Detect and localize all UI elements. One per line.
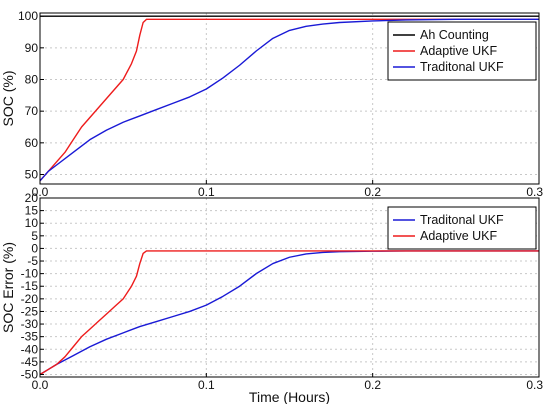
top-legend-entry: Ah Counting: [420, 28, 489, 42]
bottom-series-adaptive-ukf: [39, 250, 539, 376]
top-legend-entry: Traditonal UKF: [420, 60, 504, 74]
bottom-y-tick-label: -20: [21, 292, 39, 306]
bottom-y-tick-label: -5: [27, 254, 38, 268]
bottom-y-tick-label: -10: [21, 267, 39, 281]
bottom-x-axis-label: Time (Hours): [249, 389, 330, 404]
bottom-y-tick-label: -50: [21, 367, 39, 381]
top-y-tick-label: 90: [25, 41, 39, 55]
top-y-tick-label: 50: [25, 168, 39, 182]
bottom-y-tick-label: 5: [31, 229, 38, 243]
bottom-y-tick-label: 10: [25, 216, 39, 230]
bottom-x-tick-label: 0.0: [32, 378, 49, 392]
top-legend: Ah Counting Adaptive UKF Traditonal UKF: [387, 21, 537, 81]
bottom-y-tick-label: -30: [21, 317, 39, 331]
bottom-legend: Traditonal UKF Adaptive UKF: [387, 206, 537, 250]
bottom-legend-entry: Adaptive UKF: [420, 229, 497, 243]
bottom-y-tick-label: 15: [25, 204, 39, 218]
bottom-x-tick-label: 0.1: [198, 378, 215, 392]
bottom-y-tick-label: -25: [21, 304, 39, 318]
top-axes-frame: [39, 12, 540, 185]
top-x-tick-label: 0.3: [526, 185, 543, 199]
top-y-tick-label: 70: [25, 104, 39, 118]
bottom-x-tick-label: 0.3: [526, 378, 543, 392]
bottom-x-tick-label: 0.2: [364, 378, 381, 392]
bottom-y-tick-label: -45: [21, 355, 39, 369]
bottom-axes-frame: [39, 197, 540, 378]
soc-error-chart: 0.0 0.1 0.2 0.3-50-45-40-35-30-25-20-15-10-…: [0, 191, 543, 404]
top-x-tick-label: 0.2: [364, 185, 381, 199]
top-y-axis-label: SOC (%): [0, 71, 16, 127]
top-series-traditonal-ukf: [39, 18, 539, 182]
bottom-legend-entry: Traditonal UKF: [420, 213, 504, 227]
top-x-tick-label: 0.0: [32, 185, 49, 199]
top-y-tick-label: 80: [25, 73, 39, 87]
soc-chart: 0.0 0.1 0.2 0.3 50 60 70 80 90 100 SOC (%) Ah Count…: [0, 9, 543, 199]
bottom-y-tick-label: -35: [21, 330, 39, 344]
top-y-tick-label: 100: [18, 9, 38, 23]
bottom-y-axis-label: SOC Error (%): [0, 242, 16, 333]
top-series-adaptive-ukf: [39, 18, 539, 182]
bottom-y-tick-label: 20: [25, 191, 39, 205]
bottom-y-tick-label: 0: [31, 241, 38, 255]
top-x-tick-label: 0.1: [198, 185, 215, 199]
top-legend-entry: Adaptive UKF: [420, 44, 497, 58]
bottom-y-tick-label: -40: [21, 342, 39, 356]
bottom-y-tick-label: -15: [21, 279, 39, 293]
top-y-tick-label: 60: [25, 136, 39, 150]
bottom-legend-box: [387, 206, 537, 250]
